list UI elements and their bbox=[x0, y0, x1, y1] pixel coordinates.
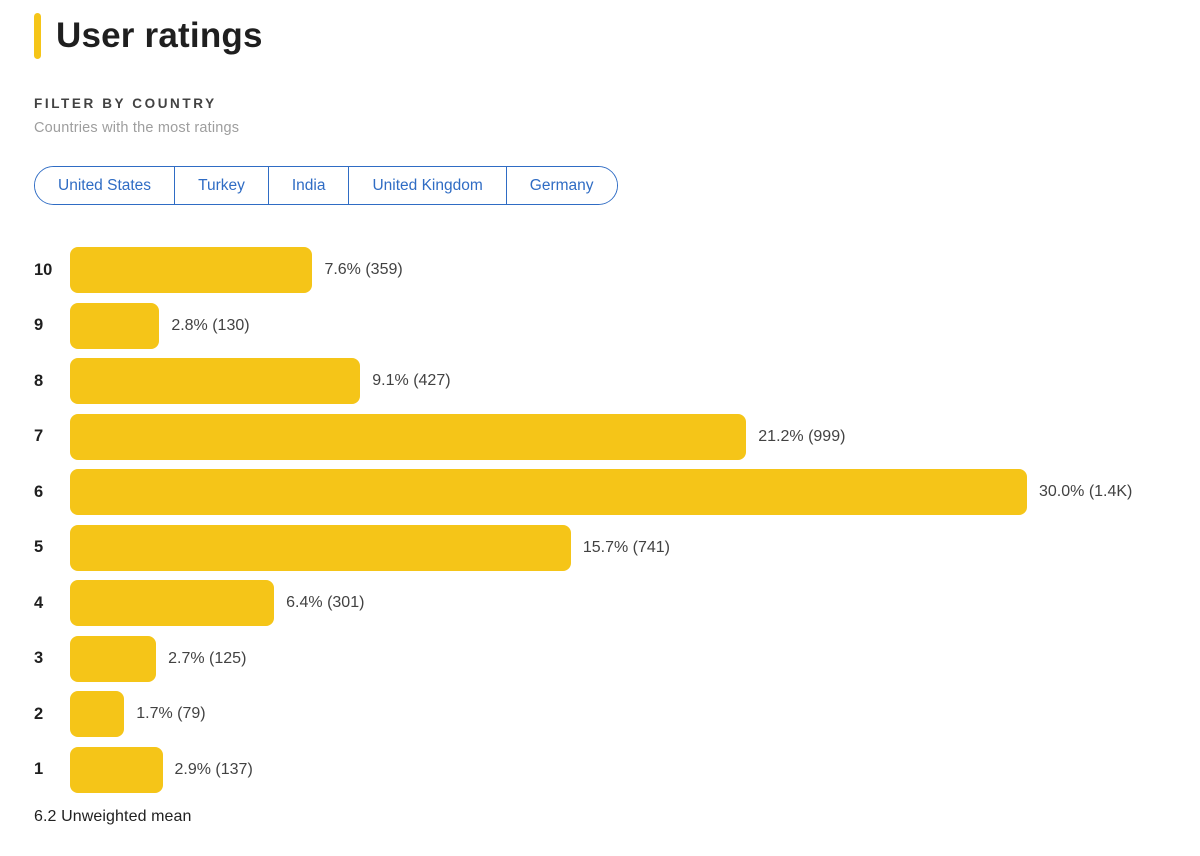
rating-category-label: 2 bbox=[34, 704, 44, 723]
rating-row-7: 7 21.2% (999) bbox=[34, 413, 1200, 460]
rating-category-label: 1 bbox=[34, 760, 44, 778]
unweighted-mean-label: 6.2 Unweighted mean bbox=[34, 807, 192, 825]
rating-value-label: 7.6% (359) bbox=[324, 261, 403, 278]
country-filter-united-states[interactable]: United States bbox=[35, 167, 176, 204]
rating-row-1: 1 2.9% (137) bbox=[34, 746, 1200, 793]
ratings-histogram: 10 7.6% (359) 9 2.8% (130) 8 9.1% (427) 7 21.2%… bbox=[34, 247, 1200, 793]
country-filter-germany[interactable]: Germany bbox=[506, 167, 617, 204]
rating-bar bbox=[70, 691, 125, 737]
rating-row-9: 9 2.8% (130) bbox=[34, 302, 1200, 349]
filter-by-country-label: FILTER BY COUNTRY bbox=[34, 96, 217, 111]
rating-bar bbox=[70, 524, 571, 571]
rating-value-label: 30.0% (1.4K) bbox=[1039, 483, 1133, 500]
rating-category-label: 4 bbox=[34, 593, 44, 612]
rating-row-5: 5 15.7% (741) bbox=[34, 524, 1200, 571]
rating-category-label: 10 bbox=[34, 260, 53, 279]
rating-value-label: 2.7% (125) bbox=[168, 649, 247, 667]
rating-row-6: 6 30.0% (1.4K) bbox=[34, 469, 1200, 515]
rating-bar bbox=[70, 469, 1027, 515]
country-filter-united-kingdom[interactable]: United Kingdom bbox=[349, 167, 507, 204]
rating-bar bbox=[70, 413, 747, 460]
rating-category-label: 7 bbox=[34, 427, 44, 445]
rating-value-label: 9.1% (427) bbox=[372, 372, 451, 389]
country-filter-turkey[interactable]: Turkey bbox=[175, 167, 269, 204]
rating-row-4: 4 6.4% (301) bbox=[34, 580, 1200, 626]
rating-row-10: 10 7.6% (359) bbox=[34, 247, 1200, 293]
rating-row-3: 3 2.7% (125) bbox=[34, 635, 1200, 682]
rating-bar bbox=[70, 580, 275, 626]
rating-value-label: 21.2% (999) bbox=[758, 427, 846, 445]
rating-category-label: 9 bbox=[34, 316, 44, 334]
rating-bar bbox=[70, 635, 157, 682]
rating-category-label: 5 bbox=[34, 538, 44, 556]
rating-bar bbox=[70, 247, 313, 293]
title-accent-bar bbox=[34, 13, 41, 59]
rating-category-label: 6 bbox=[34, 482, 44, 501]
country-filter-india[interactable]: India bbox=[268, 167, 350, 204]
rating-value-label: 15.7% (741) bbox=[582, 538, 670, 556]
rating-value-label: 2.8% (130) bbox=[171, 316, 250, 334]
rating-bar bbox=[70, 746, 163, 793]
filter-subtitle: Countries with the most ratings bbox=[34, 120, 240, 136]
country-filter-group: United States Turkey India United Kingdom Ge… bbox=[34, 166, 618, 205]
rating-row-8: 8 9.1% (427) bbox=[34, 358, 1200, 404]
rating-category-label: 8 bbox=[34, 371, 44, 390]
rating-bar bbox=[70, 302, 160, 349]
page-header: User ratings bbox=[34, 13, 1200, 59]
rating-value-label: 2.9% (137) bbox=[174, 760, 253, 778]
rating-category-label: 3 bbox=[34, 649, 44, 667]
rating-row-2: 2 1.7% (79) bbox=[34, 691, 1200, 737]
rating-value-label: 1.7% (79) bbox=[136, 705, 206, 722]
page-title: User ratings bbox=[56, 16, 263, 55]
rating-value-label: 6.4% (301) bbox=[286, 594, 365, 611]
rating-bar bbox=[70, 358, 361, 404]
